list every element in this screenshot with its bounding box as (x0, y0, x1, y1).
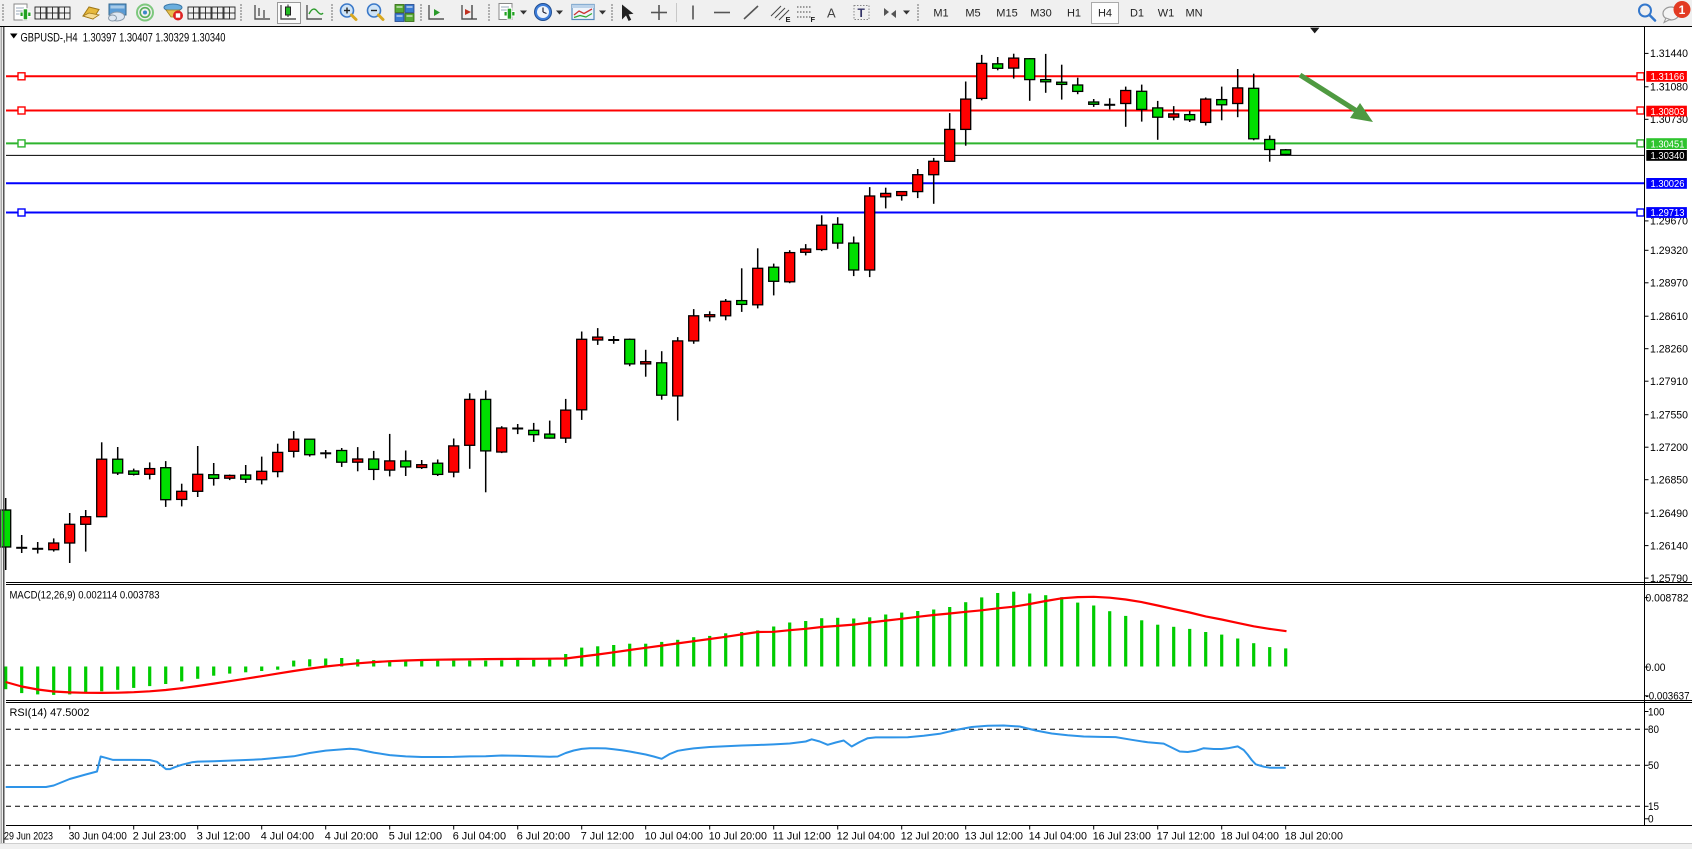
svg-text:MACD(12,26,9) 0.002114 0.00378: MACD(12,26,9) 0.002114 0.003783 (10, 590, 160, 602)
svg-text:0.00: 0.00 (1646, 662, 1666, 674)
svg-text:29 Jun 2023: 29 Jun 2023 (4, 831, 53, 843)
svg-text:7 Jul 12:00: 7 Jul 12:00 (581, 831, 634, 843)
svg-text:1.30340: 1.30340 (1651, 150, 1685, 162)
svg-text:18 Jul 20:00: 18 Jul 20:00 (1285, 831, 1343, 843)
svg-text:1.30730: 1.30730 (1650, 114, 1688, 126)
svg-text:H1: H1 (1067, 8, 1081, 20)
svg-text:T: T (858, 6, 866, 20)
svg-text:10 Jul 04:00: 10 Jul 04:00 (645, 831, 703, 843)
svg-text:6 Jul 04:00: 6 Jul 04:00 (453, 831, 506, 843)
svg-text:1.26140: 1.26140 (1650, 540, 1688, 552)
svg-text:0.008782: 0.008782 (1646, 592, 1689, 604)
svg-text:1.28260: 1.28260 (1650, 344, 1688, 356)
svg-text:12 Jul 04:00: 12 Jul 04:00 (837, 831, 895, 843)
svg-text:1.26850: 1.26850 (1650, 475, 1688, 487)
svg-text:1: 1 (1679, 3, 1686, 17)
svg-text:3 Jul 12:00: 3 Jul 12:00 (197, 831, 250, 843)
svg-text:16 Jul 23:00: 16 Jul 23:00 (1093, 831, 1151, 843)
svg-text:M1: M1 (933, 8, 948, 20)
svg-text:H4: H4 (1098, 8, 1112, 20)
svg-text:1.27200: 1.27200 (1650, 442, 1688, 454)
svg-text:1.27910: 1.27910 (1650, 376, 1688, 388)
svg-text:1.30026: 1.30026 (1651, 178, 1685, 190)
svg-text:50: 50 (1648, 760, 1659, 772)
svg-text:A: A (827, 6, 836, 21)
svg-text:1.28970: 1.28970 (1650, 278, 1688, 290)
svg-text:80: 80 (1648, 724, 1659, 736)
svg-text:M15: M15 (996, 8, 1017, 20)
svg-text:1.29713: 1.29713 (1651, 207, 1685, 219)
svg-text:4 Jul 20:00: 4 Jul 20:00 (325, 831, 378, 843)
svg-text:12 Jul 20:00: 12 Jul 20:00 (901, 831, 959, 843)
svg-text:0: 0 (1648, 814, 1654, 826)
svg-text:11 Jul 12:00: 11 Jul 12:00 (773, 831, 831, 843)
svg-text:-0.003637: -0.003637 (1646, 691, 1690, 703)
svg-text:GBPUSD-,H4 1.30397 1.30407 1.: GBPUSD-,H4 1.30397 1.30407 1.30329 1.303… (21, 31, 226, 45)
svg-text:13 Jul 12:00: 13 Jul 12:00 (965, 831, 1023, 843)
svg-text:M5: M5 (965, 8, 980, 20)
svg-text:15: 15 (1648, 801, 1659, 813)
svg-text:30 Jun 04:00: 30 Jun 04:00 (69, 831, 127, 843)
svg-text:1.31080: 1.31080 (1650, 82, 1688, 94)
svg-text:RSI(14) 47.5002: RSI(14) 47.5002 (10, 707, 90, 719)
svg-text:MN: MN (1185, 8, 1202, 20)
svg-text:1.31166: 1.31166 (1651, 71, 1685, 83)
svg-text:E: E (786, 15, 791, 24)
svg-text:14 Jul 04:00: 14 Jul 04:00 (1029, 831, 1087, 843)
svg-text:5 Jul 12:00: 5 Jul 12:00 (389, 831, 442, 843)
svg-text:D1: D1 (1130, 8, 1144, 20)
svg-text:10 Jul 20:00: 10 Jul 20:00 (709, 831, 767, 843)
svg-text:17 Jul 12:00: 17 Jul 12:00 (1157, 831, 1215, 843)
svg-text:100: 100 (1648, 706, 1665, 718)
svg-text:1.30803: 1.30803 (1651, 106, 1685, 118)
svg-text:1.29320: 1.29320 (1650, 245, 1688, 257)
svg-text:1.29670: 1.29670 (1650, 216, 1688, 228)
svg-text:1.26490: 1.26490 (1650, 508, 1688, 520)
svg-text:1.25790: 1.25790 (1650, 573, 1688, 585)
svg-text:1.27550: 1.27550 (1650, 410, 1688, 422)
svg-text:6 Jul 20:00: 6 Jul 20:00 (517, 831, 570, 843)
svg-text:1.30451: 1.30451 (1651, 138, 1685, 150)
svg-text:W1: W1 (1158, 8, 1175, 20)
svg-text:F: F (811, 15, 816, 24)
svg-text:4 Jul 04:00: 4 Jul 04:00 (261, 831, 314, 843)
svg-text:18 Jul 04:00: 18 Jul 04:00 (1221, 831, 1279, 843)
svg-text:1.28610: 1.28610 (1650, 311, 1688, 323)
svg-text:M30: M30 (1030, 8, 1051, 20)
svg-text:2 Jul 23:00: 2 Jul 23:00 (133, 831, 186, 843)
svg-text:1.31440: 1.31440 (1650, 48, 1688, 60)
